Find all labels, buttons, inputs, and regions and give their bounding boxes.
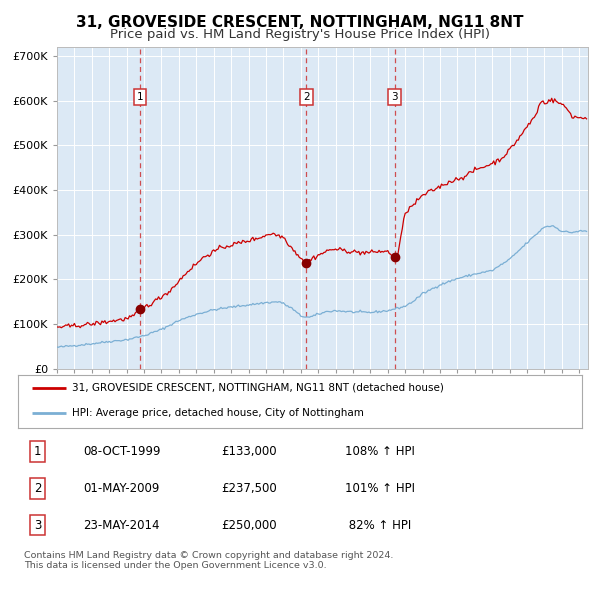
Text: 82% ↑ HPI: 82% ↑ HPI <box>345 519 412 532</box>
Text: 31, GROVESIDE CRESCENT, NOTTINGHAM, NG11 8NT: 31, GROVESIDE CRESCENT, NOTTINGHAM, NG11… <box>76 15 524 30</box>
Text: 1: 1 <box>137 92 143 102</box>
Text: 2: 2 <box>303 92 310 102</box>
Text: 23-MAY-2014: 23-MAY-2014 <box>83 519 160 532</box>
Text: £250,000: £250,000 <box>221 519 277 532</box>
Text: 101% ↑ HPI: 101% ↑ HPI <box>345 481 415 495</box>
Text: 3: 3 <box>391 92 398 102</box>
Text: 2: 2 <box>34 481 41 495</box>
Text: 31, GROVESIDE CRESCENT, NOTTINGHAM, NG11 8NT (detached house): 31, GROVESIDE CRESCENT, NOTTINGHAM, NG11… <box>71 383 443 393</box>
Text: 3: 3 <box>34 519 41 532</box>
Text: £133,000: £133,000 <box>221 445 277 458</box>
Text: 108% ↑ HPI: 108% ↑ HPI <box>345 445 415 458</box>
Text: HPI: Average price, detached house, City of Nottingham: HPI: Average price, detached house, City… <box>71 408 364 418</box>
Text: 08-OCT-1999: 08-OCT-1999 <box>83 445 160 458</box>
Text: 01-MAY-2009: 01-MAY-2009 <box>83 481 159 495</box>
Text: £237,500: £237,500 <box>221 481 277 495</box>
Text: Price paid vs. HM Land Registry's House Price Index (HPI): Price paid vs. HM Land Registry's House … <box>110 28 490 41</box>
Text: 1: 1 <box>34 445 41 458</box>
Text: Contains HM Land Registry data © Crown copyright and database right 2024.
This d: Contains HM Land Registry data © Crown c… <box>23 550 393 570</box>
